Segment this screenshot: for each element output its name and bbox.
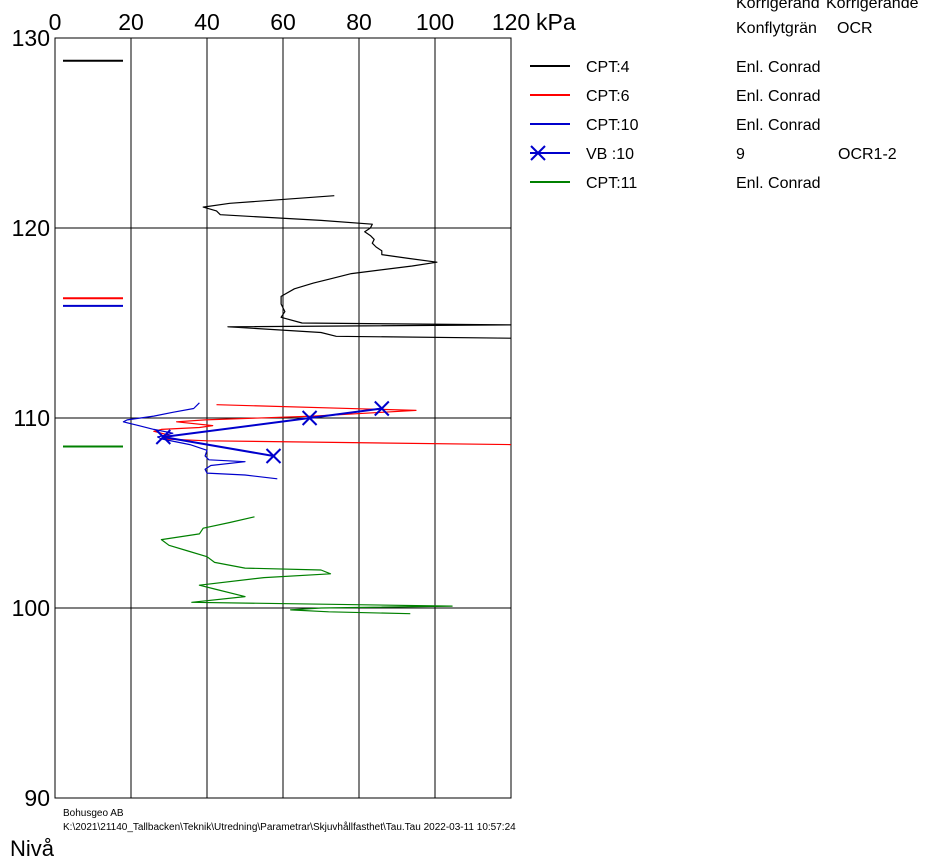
series-line — [202, 195, 512, 339]
data-point-marker — [374, 400, 390, 417]
y-tick-label: 120 — [12, 215, 50, 241]
legend-series-name: CPT:4 — [586, 59, 630, 76]
x-tick-label: 80 — [346, 9, 372, 35]
y-tick-label: 130 — [12, 25, 50, 51]
x-tick-label: 120 — [492, 9, 530, 35]
plot-frame — [54, 37, 512, 799]
data-series — [122, 195, 512, 615]
y-tick-labels: 90 100 110 120 130 — [12, 25, 50, 811]
legend-series-note: 9 — [736, 146, 745, 163]
x-tick-label: 60 — [270, 9, 296, 35]
y-tick-label: 110 — [13, 405, 50, 431]
y-axis-label: Nivå — [10, 836, 55, 861]
legend-marker — [530, 145, 546, 161]
legend-header-2: Korrigerande — [826, 0, 919, 12]
marker-stroke — [155, 429, 172, 445]
legend-series-name: CPT:10 — [586, 117, 639, 134]
legend-series-name: CPT:11 — [586, 175, 637, 192]
legend-header-4: OCR — [837, 20, 873, 37]
legend: Korrigerand Korrigerande Konflytgrän OCR… — [530, 0, 919, 192]
legend-header-1: Korrigerand — [736, 0, 820, 12]
marker-stroke — [301, 410, 318, 426]
data-point-marker — [155, 429, 172, 445]
legend-series-name: CPT:6 — [586, 88, 630, 105]
x-tick-labels: 0 20 40 60 80 100 120 — [49, 9, 531, 35]
marker-stroke — [265, 448, 282, 464]
marker-stroke — [374, 400, 390, 417]
x-axis-unit-label: kPa — [536, 9, 576, 35]
grid-lines — [55, 38, 511, 798]
legend-header-3: Konflytgrän — [736, 20, 817, 37]
series-line — [162, 407, 382, 457]
x-tick-label: 20 — [118, 9, 144, 35]
legend-series-note: OCR1-2 — [838, 146, 897, 163]
footer-company: Bohusgeo AB — [63, 808, 124, 819]
x-tick-label: 40 — [194, 9, 220, 35]
footer-file-path: K:\2021\21140_Tallbacken\Teknik\Utrednin… — [63, 821, 516, 833]
legend-series-note: Enl. Conrad — [736, 175, 821, 192]
level-markers — [63, 59, 123, 448]
x-tick-label: 100 — [416, 9, 454, 35]
y-tick-label: 90 — [24, 785, 50, 811]
series-line — [160, 516, 453, 615]
data-point-marker — [301, 410, 318, 426]
data-point-marker — [265, 448, 282, 464]
legend-series-note: Enl. Conrad — [736, 88, 821, 105]
x-tick-label: 0 — [49, 9, 62, 35]
legend-series-name: VB :10 — [586, 146, 634, 163]
legend-series-note: Enl. Conrad — [736, 59, 821, 76]
legend-series-note: Enl. Conrad — [736, 117, 821, 134]
y-tick-label: 100 — [12, 595, 50, 621]
